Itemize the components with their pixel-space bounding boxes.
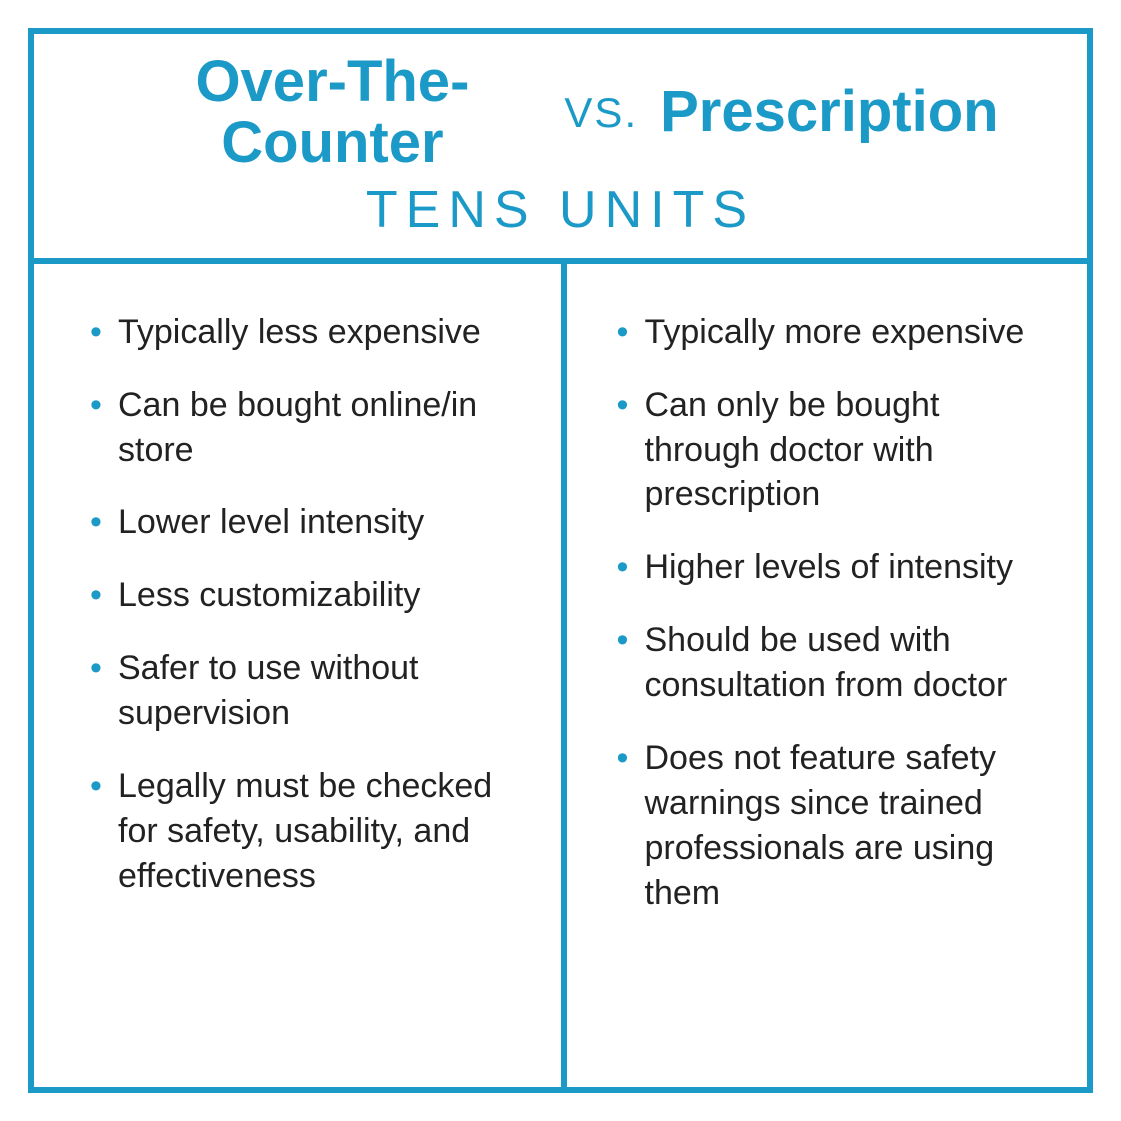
left-column: Typically less expensive Can be bought o… (34, 264, 561, 1091)
list-item: Can only be bought through doctor with p… (617, 383, 1044, 518)
list-item: Safer to use without supervision (90, 646, 517, 736)
subtitle: TENS UNITS (64, 180, 1057, 240)
list-item: Lower level intensity (90, 500, 517, 545)
list-item: Does not feature safety warnings since t… (617, 736, 1044, 916)
right-list: Typically more expensive Can only be bou… (617, 310, 1044, 916)
list-item: Can be bought online/in store (90, 383, 517, 473)
list-item: Should be used with consultation from do… (617, 618, 1044, 708)
title-right: Prescription (660, 82, 998, 143)
list-item: Typically less expensive (90, 310, 517, 355)
list-item: Less customizability (90, 573, 517, 618)
list-item: Legally must be checked for safety, usab… (90, 764, 517, 899)
title-left: Over-The-Counter (122, 52, 542, 174)
left-list: Typically less expensive Can be bought o… (90, 310, 517, 899)
header: Over-The-Counter VS. Prescription TENS U… (34, 34, 1087, 264)
list-item: Typically more expensive (617, 310, 1044, 355)
right-column: Typically more expensive Can only be bou… (561, 264, 1088, 1091)
list-item: Higher levels of intensity (617, 545, 1044, 590)
comparison-card: Over-The-Counter VS. Prescription TENS U… (28, 28, 1093, 1093)
title-row: Over-The-Counter VS. Prescription (64, 52, 1057, 174)
vs-label: VS. (564, 89, 638, 137)
columns: Typically less expensive Can be bought o… (34, 264, 1087, 1091)
